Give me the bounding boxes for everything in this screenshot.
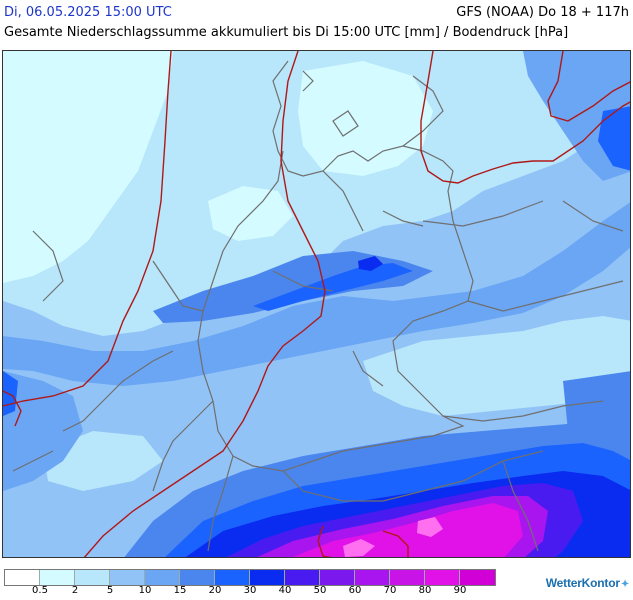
legend-swatch-12 bbox=[425, 570, 460, 585]
precip-zone-northeast-dark bbox=[598, 106, 630, 171]
legend-swatch-9 bbox=[320, 570, 355, 585]
legend-tick-9: 60 bbox=[348, 585, 362, 596]
legend-tick-2: 5 bbox=[106, 585, 114, 596]
logo-text: WetterKontor bbox=[545, 576, 620, 590]
legend-tick-8: 50 bbox=[313, 585, 327, 596]
precip-zone-light-west bbox=[3, 51, 173, 283]
map-canvas bbox=[3, 51, 630, 557]
legend-tick-1: 2 bbox=[71, 585, 79, 596]
legend-swatch-10 bbox=[355, 570, 390, 585]
precip-cell-dark bbox=[358, 256, 383, 271]
legend-swatch-0 bbox=[5, 570, 40, 585]
precip-zone-light-north bbox=[3, 51, 630, 336]
precipitation-map bbox=[2, 50, 631, 558]
precip-zone-light-east bbox=[363, 316, 630, 416]
legend-tick-11: 80 bbox=[418, 585, 432, 596]
legend-swatch-6 bbox=[215, 570, 250, 585]
precip-cell-max bbox=[417, 517, 443, 537]
model-run-label: GFS (NOAA) Do 18 + 117h bbox=[456, 5, 629, 20]
precip-streak-dark bbox=[253, 263, 413, 311]
legend-tick-0: 0.5 bbox=[32, 585, 48, 596]
legend-swatch-1 bbox=[40, 570, 75, 585]
legend-tick-4: 15 bbox=[173, 585, 187, 596]
isobars bbox=[3, 51, 630, 557]
legend-swatch-7 bbox=[250, 570, 285, 585]
map-title: Gesamte Niederschlagssumme akkumuliert b… bbox=[4, 25, 569, 40]
country-borders bbox=[12, 60, 624, 552]
legend-tick-7: 40 bbox=[278, 585, 292, 596]
legend-swatch-8 bbox=[285, 570, 320, 585]
legend-tick-6: 30 bbox=[243, 585, 257, 596]
precip-cell-max-2 bbox=[343, 539, 375, 557]
precip-legend-ticks: 0.5 2 5 10 15 20 30 40 50 60 70 80 90 bbox=[0, 585, 520, 599]
precip-zone-mid-band bbox=[3, 202, 630, 386]
legend-tick-3: 10 bbox=[138, 585, 152, 596]
wetterkontor-logo: WetterKontor✦ bbox=[546, 576, 629, 590]
legend-tick-10: 70 bbox=[383, 585, 397, 596]
forecast-datetime: Di, 06.05.2025 15:00 UTC bbox=[4, 5, 172, 20]
header-row: Di, 06.05.2025 15:00 UTC GFS (NOAA) Do 1… bbox=[4, 5, 629, 23]
legend-swatch-5 bbox=[180, 570, 215, 585]
legend-swatch-3 bbox=[110, 570, 145, 585]
wetterkontor-mark-icon: ✦ bbox=[620, 579, 629, 590]
legend-tick-5: 20 bbox=[208, 585, 222, 596]
legend-swatch-13 bbox=[460, 570, 495, 585]
legend-swatch-2 bbox=[75, 570, 110, 585]
legend-swatch-11 bbox=[390, 570, 425, 585]
legend-tick-12: 90 bbox=[453, 585, 467, 596]
legend-swatch-4 bbox=[145, 570, 180, 585]
precip-legend-bar bbox=[4, 569, 496, 586]
